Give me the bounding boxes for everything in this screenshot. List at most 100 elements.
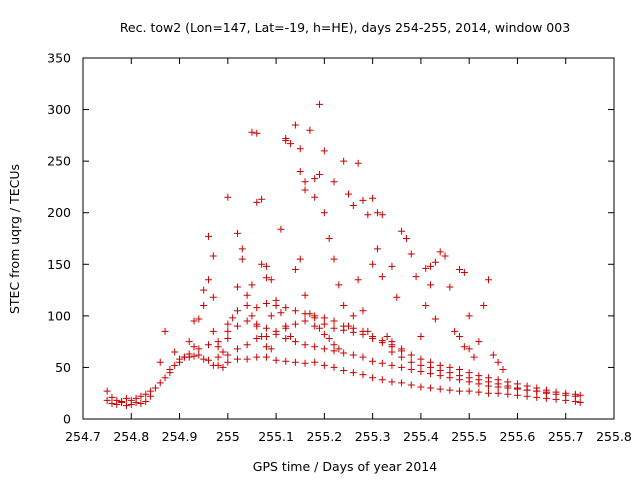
data-point-marker [205,232,213,240]
data-point-marker [407,381,415,389]
data-point-marker [262,274,270,282]
data-point-marker [340,367,348,375]
data-point-marker [504,384,512,392]
x-tick-label: 255.8 [596,429,632,444]
data-point-marker [378,359,386,367]
data-point-marker [229,314,237,322]
data-point-marker [238,255,246,263]
data-point-marker [287,140,295,148]
data-point-marker [272,327,280,335]
data-point-marker [214,353,222,361]
data-point-marker [209,293,217,301]
data-point-marker [475,372,483,380]
data-point-marker [320,361,328,369]
data-point-marker [214,361,222,369]
data-point-marker [441,252,449,260]
data-point-marker [190,317,198,325]
data-point-marker [320,209,328,217]
data-point-marker [388,262,396,270]
data-point-marker [185,353,193,361]
data-point-marker [494,383,502,391]
data-point-marker [127,396,135,404]
chart-title: Rec. tow2 (Lon=147, Lat=-19, h=HE), days… [120,20,570,35]
data-point-marker [345,190,352,198]
data-point-marker [316,324,324,332]
data-point-marker [137,400,145,408]
y-tick-label: 50 [55,360,71,375]
data-point-marker [311,322,319,330]
data-point-marker [233,283,241,291]
data-point-marker [427,262,435,270]
data-point-marker [224,358,232,366]
data-point-marker [340,349,348,357]
data-point-marker [562,389,570,397]
data-point-marker [330,317,338,325]
data-point-marker [301,291,309,299]
data-point-marker [456,265,464,273]
data-point-marker [291,338,299,346]
data-points [103,100,584,410]
data-point-marker [388,378,396,386]
data-point-marker [340,322,348,330]
data-point-marker [484,382,492,390]
data-point-marker [195,345,203,353]
data-point-marker [325,335,333,343]
data-point-marker [108,393,116,401]
data-point-marker [262,324,270,332]
data-point-marker [243,291,251,299]
data-point-marker [335,345,343,353]
data-point-marker [224,320,232,328]
data-point-marker [233,322,241,330]
data-point-marker [311,193,319,201]
data-point-marker [354,159,362,167]
data-point-marker [480,302,488,310]
data-point-marker [214,343,222,351]
data-point-marker [378,337,386,345]
data-point-marker [412,273,420,281]
data-point-marker [301,178,309,186]
data-point-marker [576,391,584,399]
data-point-marker [301,359,309,367]
y-tick-label: 100 [47,308,71,323]
data-point-marker [484,374,492,382]
data-point-marker [533,384,541,392]
data-point-marker [364,211,372,219]
data-point-marker [272,302,280,310]
data-point-marker [499,365,507,373]
data-point-marker [576,398,584,406]
y-tick-label: 0 [63,412,71,427]
data-point-marker [301,341,309,349]
data-point-marker [335,281,343,289]
data-point-marker [489,351,497,359]
x-tick-label: 255 [216,429,240,444]
data-point-marker [465,312,473,320]
data-point-marker [330,324,338,332]
data-point-marker [311,358,319,366]
data-point-marker [393,293,401,301]
data-point-marker [258,195,266,203]
data-point-marker [282,137,290,145]
data-point-marker [282,357,290,365]
data-point-marker [296,167,304,175]
data-point-marker [296,145,304,153]
data-point-marker [427,370,435,378]
y-tick-label: 250 [47,154,71,169]
data-point-marker [291,265,299,273]
data-point-marker [359,353,367,361]
data-point-marker [494,376,502,384]
data-point-marker [470,353,478,361]
data-point-marker [306,126,314,134]
data-point-marker [248,128,256,136]
data-point-marker [325,235,333,242]
data-point-marker [103,387,111,395]
data-point-marker [301,310,309,318]
y-tick-label: 300 [47,102,71,117]
data-point-marker [320,314,328,322]
data-point-marker [378,211,386,219]
data-point-marker [359,327,367,335]
data-point-marker [243,302,251,310]
x-tick-label: 255.6 [500,429,536,444]
data-point-marker [233,229,241,237]
data-point-marker [460,269,468,277]
data-point-marker [349,201,357,209]
